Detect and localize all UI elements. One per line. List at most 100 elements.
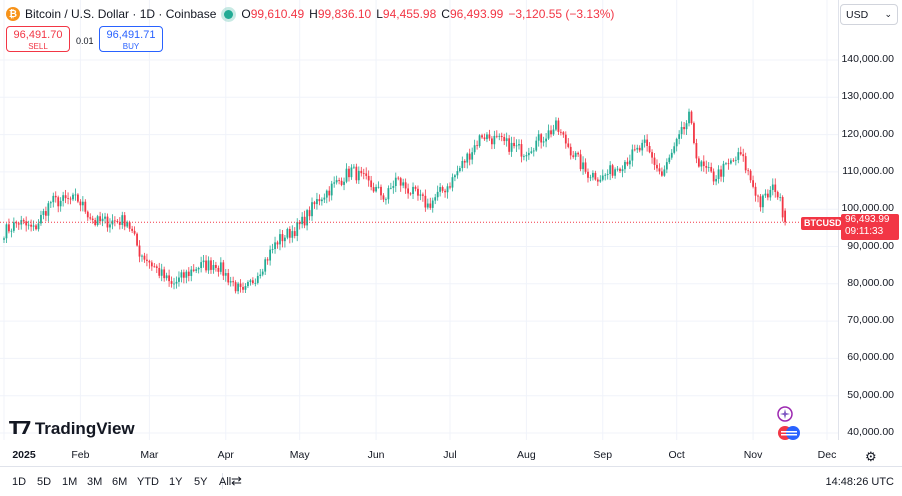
candle-body bbox=[311, 202, 313, 217]
candle-body bbox=[274, 242, 276, 250]
candle-body bbox=[668, 157, 671, 163]
candle-body bbox=[109, 224, 111, 228]
candle-body bbox=[490, 138, 493, 145]
sell-button[interactable]: 96,491.70 SELL bbox=[6, 26, 70, 52]
candle-body bbox=[288, 228, 291, 238]
candle-body bbox=[596, 179, 599, 182]
utc-clock[interactable]: 14:48:26 UTC bbox=[825, 476, 894, 488]
candle-body bbox=[624, 161, 626, 170]
date-range-icon[interactable]: ⇄ bbox=[231, 473, 242, 488]
candle-body bbox=[239, 283, 242, 287]
candle-body bbox=[483, 137, 486, 140]
candle-body bbox=[131, 228, 134, 231]
candle-body bbox=[636, 147, 639, 150]
candle-body bbox=[264, 259, 267, 272]
candle-body bbox=[281, 234, 284, 242]
price-axis[interactable]: 140,000.00 130,000.00 120,000.00 110,000.00… bbox=[838, 0, 902, 440]
candle-body bbox=[523, 156, 525, 158]
time-axis-label: Apr bbox=[217, 449, 234, 461]
range-button-3m[interactable]: 3M bbox=[87, 476, 103, 488]
candle-body bbox=[572, 155, 575, 157]
candle-body bbox=[345, 168, 348, 182]
candle-body bbox=[545, 138, 547, 142]
candle-body bbox=[446, 186, 449, 193]
range-button-all[interactable]: All bbox=[219, 476, 232, 488]
buy-label: BUY bbox=[122, 42, 140, 51]
range-button-1y[interactable]: 1Y bbox=[169, 476, 183, 488]
chart-area[interactable] bbox=[0, 0, 838, 440]
candle-body bbox=[665, 162, 668, 170]
sparkle-icon[interactable] bbox=[776, 405, 806, 445]
symbol-legend: ₿ Bitcoin / U.S. Dollar · 1D · Coinbase … bbox=[6, 6, 619, 22]
candle-body bbox=[269, 249, 272, 261]
range-button-5d[interactable]: 5D bbox=[37, 476, 52, 488]
candle-body bbox=[577, 152, 580, 155]
candle-body bbox=[587, 171, 589, 178]
candle-body bbox=[764, 193, 767, 196]
candle-body bbox=[219, 262, 222, 272]
candle-body bbox=[367, 175, 370, 181]
gear-icon[interactable]: ⚙ bbox=[865, 449, 877, 464]
candle-body bbox=[397, 177, 400, 179]
buy-button[interactable]: 96,491.71 BUY bbox=[99, 26, 163, 52]
price-axis-label: 100,000.00 bbox=[841, 202, 894, 215]
candle-body bbox=[195, 269, 198, 271]
candle-body bbox=[540, 134, 543, 143]
candle-body bbox=[774, 184, 777, 192]
candle-body bbox=[234, 282, 237, 292]
candle-body bbox=[678, 134, 681, 139]
candle-body bbox=[217, 267, 220, 272]
candle-body bbox=[648, 146, 651, 153]
candle-body bbox=[697, 158, 700, 167]
candle-body bbox=[535, 140, 538, 151]
candle-body bbox=[387, 188, 390, 200]
candle-body bbox=[690, 111, 693, 124]
candle-body bbox=[254, 282, 257, 284]
time-axis[interactable]: 2025 Feb Mar Apr May Jun Jul Aug Sep Oct Nov Dec bbox=[0, 440, 838, 466]
candle-body bbox=[673, 146, 676, 153]
candle-body bbox=[752, 180, 754, 187]
candle-body bbox=[57, 197, 60, 207]
candle-body bbox=[286, 228, 289, 238]
candle-body bbox=[766, 193, 769, 198]
candle-body bbox=[158, 267, 161, 276]
candle-body bbox=[242, 286, 244, 290]
candle-body bbox=[12, 222, 15, 231]
range-button-6m[interactable]: 6M bbox=[112, 476, 128, 488]
candle-body bbox=[175, 281, 178, 284]
candle-body bbox=[594, 172, 597, 180]
candle-body bbox=[170, 281, 173, 284]
time-axis-label: Nov bbox=[743, 449, 763, 461]
candle-body bbox=[389, 187, 392, 189]
candle-body bbox=[30, 224, 33, 227]
candle-body bbox=[685, 123, 688, 130]
candle-body bbox=[461, 160, 464, 169]
currency-select[interactable]: USD ⌄ bbox=[840, 4, 898, 25]
candle-body bbox=[37, 223, 40, 230]
candle-body bbox=[500, 135, 503, 137]
range-button-5y[interactable]: 5Y bbox=[194, 476, 208, 488]
candle-body bbox=[717, 169, 720, 179]
candle-body bbox=[451, 177, 454, 188]
symbol-title[interactable]: Bitcoin / U.S. Dollar · 1D · Coinbase bbox=[25, 7, 217, 21]
candle-body bbox=[421, 194, 424, 196]
range-button-ytd[interactable]: YTD bbox=[137, 476, 159, 488]
candle-body bbox=[340, 180, 343, 185]
last-price-value: 96,493.99 bbox=[845, 214, 890, 225]
candle-body bbox=[702, 161, 705, 166]
range-button-1d[interactable]: 1D bbox=[12, 476, 27, 488]
candlestick-chart[interactable] bbox=[0, 0, 838, 440]
candle-body bbox=[81, 201, 84, 206]
candle-body bbox=[163, 269, 166, 279]
candle-body bbox=[44, 211, 47, 216]
candle-body bbox=[715, 178, 718, 182]
range-button-1m[interactable]: 1M bbox=[62, 476, 78, 488]
candle-body bbox=[784, 210, 787, 223]
candle-body bbox=[683, 127, 685, 130]
candle-body bbox=[537, 134, 540, 141]
candle-body bbox=[653, 157, 656, 165]
candle-body bbox=[173, 283, 175, 285]
candle-body bbox=[638, 147, 641, 151]
tradingview-logo[interactable]: 𝗧𝟳 TradingView bbox=[9, 418, 135, 439]
candle-body bbox=[316, 199, 318, 205]
